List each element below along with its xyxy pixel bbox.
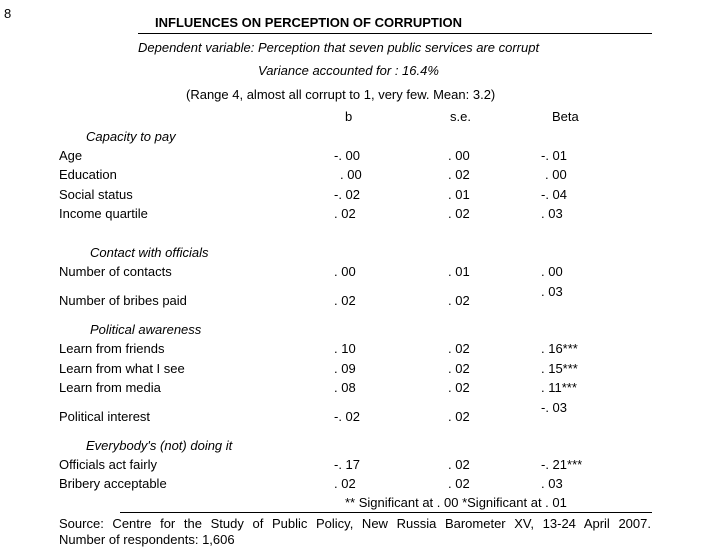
row-label: Learn from media [59,380,161,395]
source-note: Source: Centre for the Study of Public P… [59,516,651,531]
se-value: . 02 [448,361,470,376]
group-heading-everybody: Everybody's (not) doing it [86,438,233,453]
b-value: -. 17 [334,457,361,472]
row-label: Social status [59,187,133,202]
se-value: . 02 [448,476,470,491]
row-label: Number of bribes paid [59,293,187,308]
se-value: . 02 [448,167,470,182]
beta-value: . 03 [541,476,563,491]
b-value: . 08 [334,380,356,395]
page-number: 8 [4,6,12,21]
beta-value: . 11*** [541,380,577,395]
b-value: -. 02 [334,409,361,424]
se-value: . 00 [448,148,470,163]
dependent-variable: Dependent variable: Perception that seve… [138,40,540,55]
column-header-se: s.e. [450,109,471,124]
row-label: Learn from what I see [59,361,185,376]
group-heading-capacity: Capacity to pay [86,129,176,144]
b-value: . 10 [334,341,356,356]
row-label: Age [59,148,83,163]
column-header-beta: Beta [552,109,579,124]
se-value: . 01 [448,264,470,279]
beta-value: . 00 [545,167,567,182]
b-value: . 09 [334,361,356,376]
significance-note: ** Significant at . 00 *Significant at .… [345,495,567,510]
b-value: . 00 [340,167,362,182]
b-value: . 02 [334,293,356,308]
beta-value: -. 03 [541,400,568,415]
footer-rule [120,512,652,513]
beta-value: . 15*** [541,361,578,376]
beta-value: . 00 [541,264,563,279]
column-header-b: b [345,109,353,124]
b-value: . 00 [334,264,356,279]
row-label: Income quartile [59,206,148,221]
row-label: Bribery acceptable [59,476,167,491]
row-label: Learn from friends [59,341,165,356]
se-value: . 02 [448,293,470,308]
title-rule [138,33,652,34]
row-label: Political interest [59,409,151,424]
row-label: Education [59,167,117,182]
group-heading-contact: Contact with officials [90,245,209,260]
beta-value: -. 21*** [541,457,583,472]
beta-value: -. 01 [541,148,568,163]
se-value: . 01 [448,187,470,202]
range-note: (Range 4, almost all corrupt to 1, very … [186,87,496,102]
row-label: Number of contacts [59,264,172,279]
b-value: . 02 [334,206,356,221]
beta-value: . 03 [541,284,563,299]
se-value: . 02 [448,409,470,424]
b-value: -. 02 [334,187,361,202]
se-value: . 02 [448,206,470,221]
row-label: Officials act fairly [59,457,158,472]
b-value: . 02 [334,476,356,491]
b-value: -. 00 [334,148,361,163]
variance-accounted: Variance accounted for : 16.4% [258,63,439,78]
se-value: . 02 [448,457,470,472]
beta-value: -. 04 [541,187,568,202]
beta-value: . 16*** [541,341,578,356]
se-value: . 02 [448,341,470,356]
se-value: . 02 [448,380,470,395]
beta-value: . 03 [541,206,563,221]
group-heading-political: Political awareness [90,322,202,337]
table-title: INFLUENCES ON PERCEPTION OF CORRUPTION [155,15,462,30]
